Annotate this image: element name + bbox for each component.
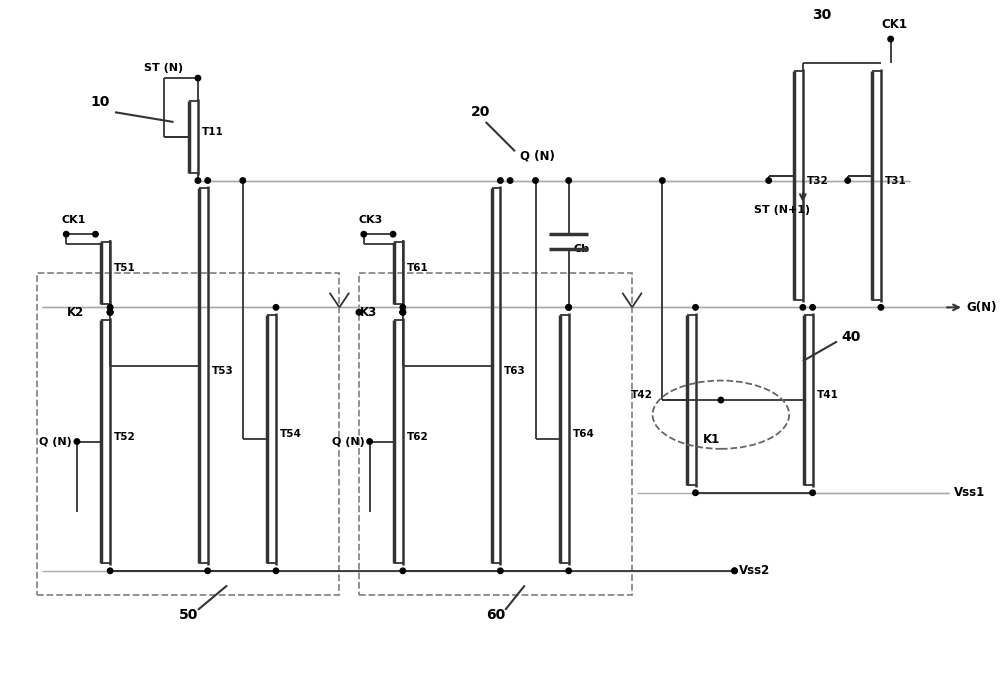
Text: 40: 40: [842, 329, 861, 344]
Text: Cb: Cb: [574, 244, 590, 254]
Circle shape: [732, 568, 737, 574]
Circle shape: [693, 304, 698, 310]
Bar: [37, 273, 339, 595]
Text: T51: T51: [114, 263, 136, 273]
Circle shape: [356, 310, 362, 315]
Circle shape: [766, 178, 771, 183]
Text: T41: T41: [816, 390, 838, 400]
Text: Vss1: Vss1: [954, 486, 985, 500]
Text: CK1: CK1: [61, 215, 86, 225]
Circle shape: [888, 36, 893, 42]
Circle shape: [400, 310, 406, 315]
Circle shape: [74, 439, 80, 444]
Circle shape: [107, 568, 113, 574]
Circle shape: [107, 310, 113, 315]
Text: T54: T54: [280, 429, 302, 439]
Text: T11: T11: [202, 127, 224, 137]
Text: T42: T42: [631, 390, 653, 400]
Text: CK3: CK3: [359, 215, 383, 225]
Text: Vss2: Vss2: [739, 564, 771, 577]
Circle shape: [878, 304, 884, 310]
Circle shape: [660, 178, 665, 183]
Text: T52: T52: [114, 431, 136, 441]
Circle shape: [566, 568, 571, 574]
Circle shape: [498, 568, 503, 574]
Circle shape: [107, 304, 113, 310]
Circle shape: [273, 568, 279, 574]
Text: T63: T63: [504, 366, 526, 376]
Circle shape: [810, 304, 815, 310]
Circle shape: [205, 178, 210, 183]
Text: T64: T64: [573, 429, 594, 439]
Circle shape: [93, 232, 98, 237]
Circle shape: [400, 310, 406, 315]
Text: ST (N+1): ST (N+1): [754, 205, 810, 215]
Circle shape: [367, 439, 372, 444]
Circle shape: [566, 178, 571, 183]
Text: CK1: CK1: [881, 18, 907, 31]
Text: K3: K3: [360, 306, 377, 319]
Circle shape: [693, 490, 698, 495]
Circle shape: [195, 76, 201, 81]
Text: T61: T61: [407, 263, 428, 273]
Bar: [359, 273, 632, 595]
Circle shape: [566, 304, 571, 310]
Circle shape: [107, 310, 113, 315]
Text: Q (N): Q (N): [332, 437, 365, 447]
Circle shape: [361, 232, 367, 237]
Circle shape: [800, 304, 806, 310]
Circle shape: [498, 178, 503, 183]
Circle shape: [810, 490, 815, 495]
Text: Q (N): Q (N): [39, 437, 72, 447]
Text: 20: 20: [471, 105, 490, 119]
Text: K2: K2: [67, 306, 85, 319]
Text: T62: T62: [407, 431, 428, 441]
Circle shape: [205, 568, 210, 574]
Circle shape: [732, 568, 737, 574]
Circle shape: [400, 310, 406, 315]
Circle shape: [400, 304, 406, 310]
Text: G(N): G(N): [967, 301, 997, 314]
Circle shape: [107, 310, 113, 315]
Text: T53: T53: [212, 366, 233, 376]
Circle shape: [718, 398, 724, 403]
Text: T31: T31: [885, 176, 907, 186]
Text: 30: 30: [813, 7, 832, 22]
Text: Q (N): Q (N): [520, 150, 555, 163]
Text: 50: 50: [178, 608, 198, 622]
Circle shape: [390, 232, 396, 237]
Circle shape: [507, 178, 513, 183]
Circle shape: [533, 178, 538, 183]
Circle shape: [566, 304, 571, 310]
Circle shape: [845, 178, 850, 183]
Text: 10: 10: [91, 95, 110, 109]
Circle shape: [240, 178, 246, 183]
Text: ST (N): ST (N): [144, 63, 183, 74]
Circle shape: [63, 232, 69, 237]
Text: T32: T32: [807, 176, 828, 186]
Text: 60: 60: [486, 608, 505, 622]
Circle shape: [195, 178, 201, 183]
Text: K1: K1: [702, 433, 720, 446]
Circle shape: [273, 304, 279, 310]
Circle shape: [400, 568, 406, 574]
